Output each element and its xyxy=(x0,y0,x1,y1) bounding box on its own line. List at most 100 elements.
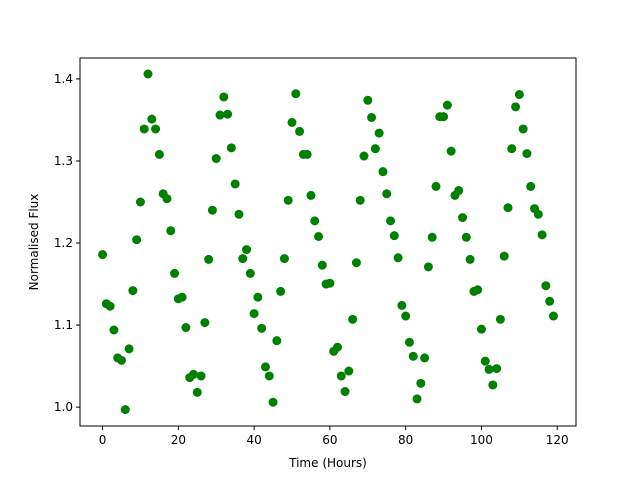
point xyxy=(344,366,354,376)
point xyxy=(276,286,286,296)
point xyxy=(253,292,263,302)
x-tick-label: 0 xyxy=(99,433,107,447)
point xyxy=(132,235,142,245)
point xyxy=(431,181,441,191)
point xyxy=(351,258,361,268)
point xyxy=(522,149,532,159)
point xyxy=(109,325,119,335)
point xyxy=(245,268,255,278)
point xyxy=(211,154,221,164)
point xyxy=(548,311,558,321)
point xyxy=(465,254,475,264)
point xyxy=(105,301,115,311)
point xyxy=(234,209,244,219)
x-tick-label: 60 xyxy=(322,433,337,447)
point xyxy=(177,292,187,302)
point xyxy=(200,318,210,328)
point xyxy=(355,195,365,205)
point xyxy=(143,69,153,79)
point xyxy=(367,112,377,122)
point xyxy=(166,226,176,236)
point xyxy=(162,194,172,204)
y-axis-label: Normalised Flux xyxy=(27,194,41,291)
point xyxy=(116,355,126,365)
point xyxy=(215,110,225,120)
point xyxy=(128,286,138,296)
point xyxy=(260,362,270,372)
point xyxy=(511,102,521,112)
point xyxy=(151,124,161,134)
point xyxy=(291,89,301,99)
point xyxy=(302,149,312,159)
point xyxy=(124,344,134,354)
point xyxy=(442,100,452,110)
point xyxy=(249,309,259,319)
point xyxy=(374,128,384,138)
point xyxy=(503,203,513,213)
point xyxy=(188,369,198,379)
point xyxy=(484,364,494,374)
point xyxy=(526,181,536,191)
point xyxy=(230,179,240,189)
point xyxy=(242,245,252,255)
point xyxy=(492,364,502,374)
point xyxy=(537,230,547,240)
point xyxy=(287,117,297,127)
point xyxy=(507,144,517,154)
point xyxy=(401,311,411,321)
point xyxy=(533,209,543,219)
point xyxy=(423,262,433,272)
x-tick-label: 80 xyxy=(398,433,413,447)
x-tick-label: 120 xyxy=(546,433,569,447)
x-tick-label: 20 xyxy=(171,433,186,447)
point xyxy=(295,126,305,136)
point xyxy=(279,254,289,264)
point xyxy=(340,387,350,397)
point xyxy=(439,112,449,122)
plot-area xyxy=(98,69,558,415)
point xyxy=(514,90,524,100)
point xyxy=(204,254,214,264)
point xyxy=(480,356,490,366)
point xyxy=(454,186,464,196)
x-axis-label: Time (Hours) xyxy=(288,456,367,470)
point xyxy=(154,149,164,159)
point xyxy=(238,254,248,264)
point xyxy=(461,232,471,242)
point xyxy=(495,314,505,324)
point xyxy=(404,337,414,347)
point xyxy=(120,405,130,415)
point xyxy=(393,253,403,263)
point xyxy=(181,323,191,333)
point xyxy=(98,250,108,260)
point xyxy=(545,296,555,306)
point xyxy=(306,190,316,200)
point xyxy=(446,146,456,156)
point xyxy=(499,251,509,261)
point xyxy=(378,167,388,177)
point xyxy=(264,371,274,381)
point xyxy=(283,195,293,205)
point xyxy=(135,197,145,207)
axes-frame xyxy=(79,57,577,427)
point xyxy=(272,336,282,346)
point xyxy=(147,114,157,124)
point xyxy=(310,216,320,226)
point xyxy=(382,189,392,199)
point xyxy=(518,124,528,134)
point xyxy=(458,213,468,223)
y-tick-label: 1.3 xyxy=(54,154,73,168)
point xyxy=(473,285,483,295)
point xyxy=(317,260,327,270)
point xyxy=(488,380,498,390)
y-tick-label: 1.0 xyxy=(54,400,73,414)
point xyxy=(416,378,426,388)
point xyxy=(359,151,369,161)
point xyxy=(170,268,180,278)
point xyxy=(397,300,407,310)
x-tick-label: 40 xyxy=(246,433,261,447)
point xyxy=(408,351,418,361)
point xyxy=(139,124,149,134)
point xyxy=(207,205,217,215)
